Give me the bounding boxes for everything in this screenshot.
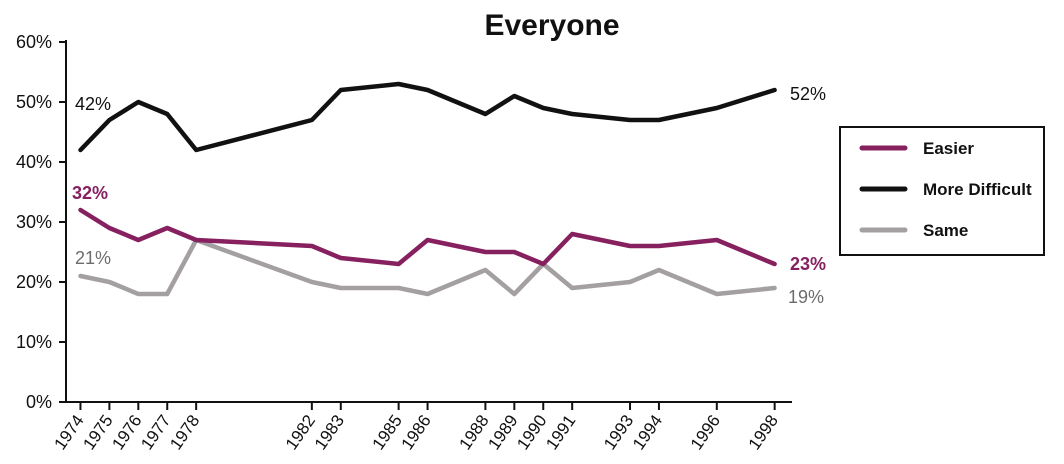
legend: Easier More Difficult Same <box>839 126 1045 256</box>
series-start-label: 32% <box>72 183 108 203</box>
x-tick-label: 1991 <box>542 411 579 453</box>
series-start-label: 21% <box>75 248 111 268</box>
x-tick-label: 1976 <box>108 411 145 453</box>
series-line-more-difficult <box>78 81 777 153</box>
axes <box>65 40 792 403</box>
series-end-labels: 32% 23% 42% 52% 21% 19% <box>72 84 826 307</box>
y-tick-label: 60% <box>16 32 52 52</box>
y-tick-label: 30% <box>16 212 52 232</box>
series-end-label: 23% <box>790 254 826 274</box>
x-tick-label: 1996 <box>687 411 724 453</box>
x-tick-label: 1998 <box>745 411 782 453</box>
x-tick-label: 1989 <box>484 411 521 453</box>
x-tick-label: 1975 <box>79 411 116 453</box>
series-end-label: 52% <box>790 84 826 104</box>
x-tick-label: 1982 <box>282 411 319 453</box>
x-tick-label: 1986 <box>398 411 435 453</box>
chart-title: Everyone <box>484 9 619 42</box>
series-lines <box>78 81 777 297</box>
legend-label: Same <box>923 221 968 240</box>
y-tick-label: 10% <box>16 332 52 352</box>
x-tick-label: 1993 <box>600 411 637 453</box>
series-end-label: 19% <box>788 287 824 307</box>
legend-label: More Difficult <box>923 180 1032 199</box>
x-tick-label: 1988 <box>455 411 492 453</box>
x-tick-label: 1977 <box>137 411 174 453</box>
y-tick-label: 20% <box>16 272 52 292</box>
y-tick-label: 50% <box>16 92 52 112</box>
y-tick-label: 0% <box>26 392 52 412</box>
y-axis-ticks: 0% 10% 20% 30% 40% 50% 60% <box>16 32 66 412</box>
series-line-easier <box>78 207 777 267</box>
series-line-same <box>78 237 777 297</box>
legend-label: Easier <box>923 139 974 158</box>
x-tick-label: 1983 <box>311 411 348 453</box>
x-tick-label: 1974 <box>50 411 87 453</box>
x-tick-label: 1990 <box>513 411 550 453</box>
y-tick-label: 40% <box>16 152 52 172</box>
x-tick-label: 1994 <box>629 411 666 453</box>
x-tick-label: 1978 <box>166 411 203 453</box>
x-tick-label: 1985 <box>369 411 406 453</box>
series-start-label: 42% <box>75 94 111 114</box>
